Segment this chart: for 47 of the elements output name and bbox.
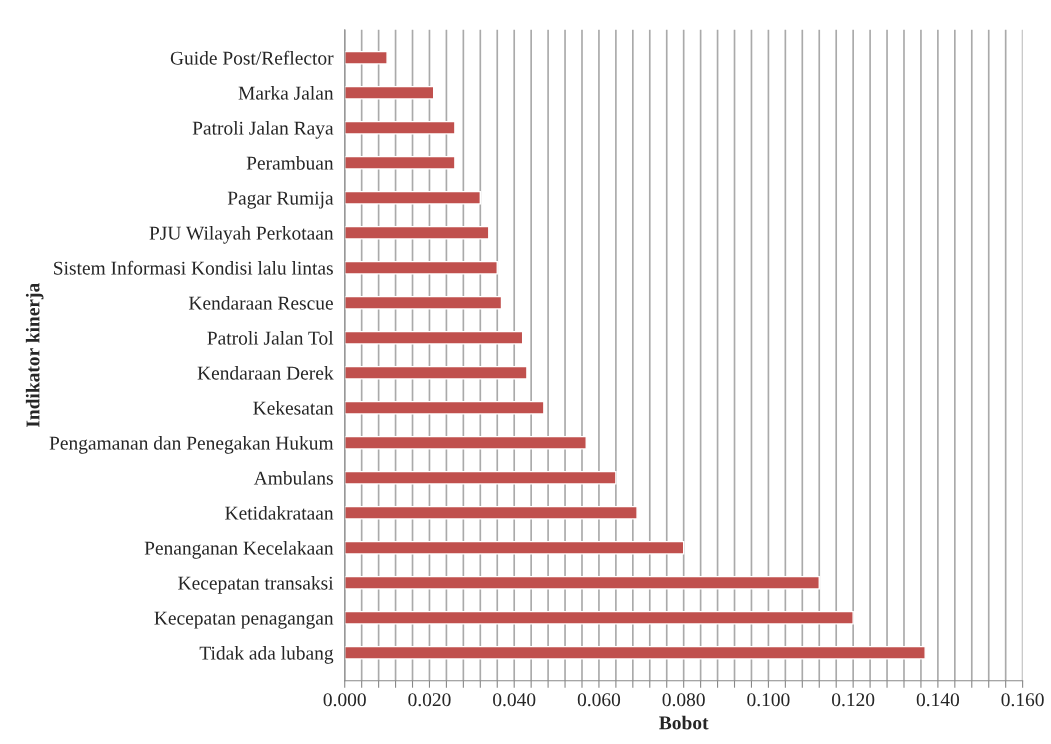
y-tick-label: Patroli Jalan Raya: [192, 121, 334, 139]
bar: [344, 260, 498, 275]
y-tick-label: Kendaraan Rescue: [188, 296, 333, 310]
bar: [344, 190, 482, 205]
y-tick-label: Kendaraan Derek: [197, 366, 334, 380]
y-tick-label: Ketidakrataan: [225, 506, 334, 520]
y-tick-label: Sistem Informasi Kondisi lalu lintas: [54, 260, 333, 275]
bar: [344, 645, 926, 660]
x-tick-label: 0.000: [323, 693, 366, 707]
y-tick-label: Kecepatan transaksi: [178, 576, 334, 594]
x-tick-label: 0.140: [916, 693, 960, 707]
y-tick-label: Kecepatan penagangan: [154, 611, 334, 629]
bar: [344, 505, 638, 520]
bar: [344, 575, 820, 590]
x-tick-label: 0.060: [577, 693, 621, 707]
bar: [344, 330, 524, 345]
y-tick-label: Patroli Jalan Tol: [207, 331, 334, 345]
bar: [344, 365, 528, 380]
y-tick-label: Ambulans: [253, 471, 333, 485]
y-tick-label: Marka Jalan: [238, 86, 334, 100]
y-tick-label: Perambuan: [246, 156, 334, 170]
x-tick-label: 0.120: [832, 693, 875, 707]
bar: [344, 50, 388, 65]
y-tick-label: Guide Post/Reflector: [170, 50, 334, 65]
bar: [344, 85, 435, 100]
y-tick-label: Pagar Rumija: [227, 191, 334, 209]
x-axis-title: Bobot: [659, 715, 709, 730]
x-tick-label: 0.040: [493, 693, 536, 707]
x-tick-label: 0.100: [747, 693, 790, 707]
bar: [344, 610, 854, 625]
x-tick-label: 0.080: [662, 693, 705, 707]
y-axis-title: Indikator kinerja: [25, 283, 44, 428]
bar: [344, 295, 503, 310]
y-tick-label: PJU Wilayah Perkotaan: [149, 226, 334, 244]
x-tick-label: 0.020: [408, 693, 451, 707]
x-tick-label: 0.160: [1001, 693, 1044, 707]
bar: [344, 435, 587, 450]
bar: [344, 225, 490, 240]
y-tick-label: Pengamanan dan Penegakan Hukum: [49, 436, 334, 454]
bar: [344, 120, 456, 135]
y-tick-label: Tidak ada lubang: [199, 646, 334, 664]
bar: [344, 540, 685, 555]
bar: [344, 155, 456, 170]
y-tick-label: Penanganan Kecelakaan: [144, 541, 334, 559]
bar: [344, 470, 617, 485]
y-tick-label: Kekesatan: [253, 401, 334, 415]
bar: [344, 400, 545, 415]
